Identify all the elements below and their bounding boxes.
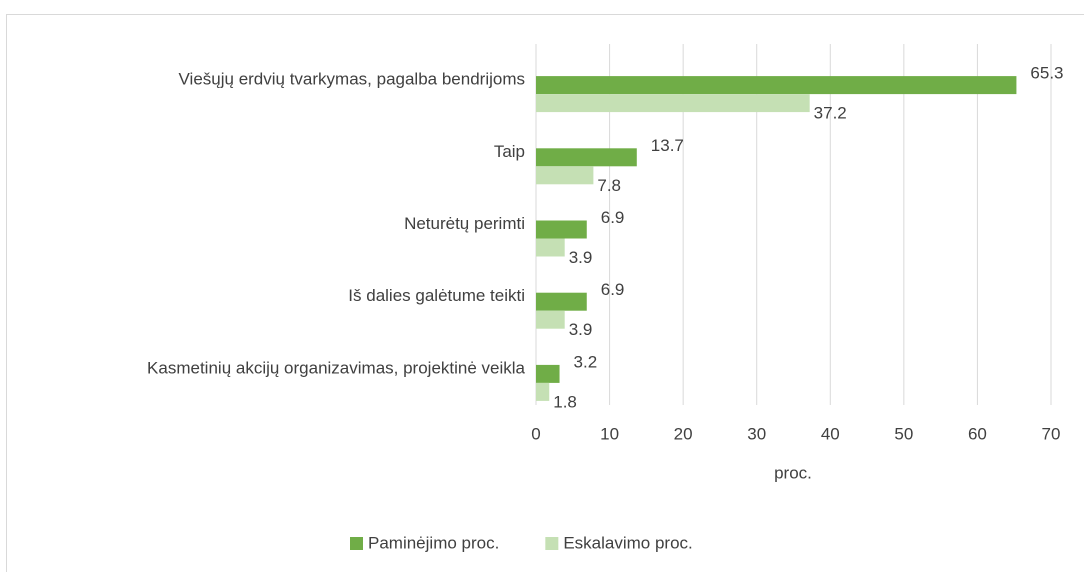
data-label: 37.2 (814, 104, 847, 123)
data-label: 6.9 (601, 280, 625, 299)
data-label: 7.8 (597, 176, 621, 195)
x-tick-label: 40 (821, 424, 840, 443)
bar (536, 292, 587, 311)
bar (536, 148, 637, 167)
y-tick-label: Neturėtų perimti (404, 214, 525, 233)
legend-swatch (350, 537, 363, 550)
x-axis-title: proc. (774, 463, 812, 482)
data-label: 3.2 (574, 352, 598, 371)
x-tick-label: 60 (968, 424, 987, 443)
x-tick-label: 50 (894, 424, 913, 443)
data-label: 1.8 (553, 392, 577, 411)
bar (536, 76, 1017, 95)
x-tick-label: 30 (747, 424, 766, 443)
data-label: 65.3 (1030, 64, 1063, 83)
x-tick-label: 70 (1042, 424, 1061, 443)
y-tick-label: Kasmetinių akcijų organizavimas, projekt… (147, 358, 525, 377)
legend-swatch (545, 537, 559, 550)
y-tick-label: Viešųjų erdvių tvarkymas, pagalba bendri… (179, 70, 525, 89)
bar (536, 94, 810, 113)
bar (536, 238, 565, 257)
data-label: 6.9 (601, 208, 625, 227)
bar (536, 364, 560, 383)
data-label: 3.9 (569, 248, 593, 267)
legend-label: Eskalavimo proc. (563, 533, 692, 552)
bar (536, 220, 587, 239)
data-label: 3.9 (569, 320, 593, 339)
legend-label: Paminėjimo proc. (368, 533, 499, 552)
bar (536, 310, 565, 329)
bar (536, 382, 550, 401)
data-label: 13.7 (651, 136, 684, 155)
y-tick-label: Taip (494, 142, 525, 161)
x-tick-label: 20 (674, 424, 693, 443)
x-tick-label: 0 (531, 424, 540, 443)
x-tick-label: 10 (600, 424, 619, 443)
y-tick-label: Iš dalies galėtume teikti (348, 286, 525, 305)
bar (536, 166, 594, 185)
